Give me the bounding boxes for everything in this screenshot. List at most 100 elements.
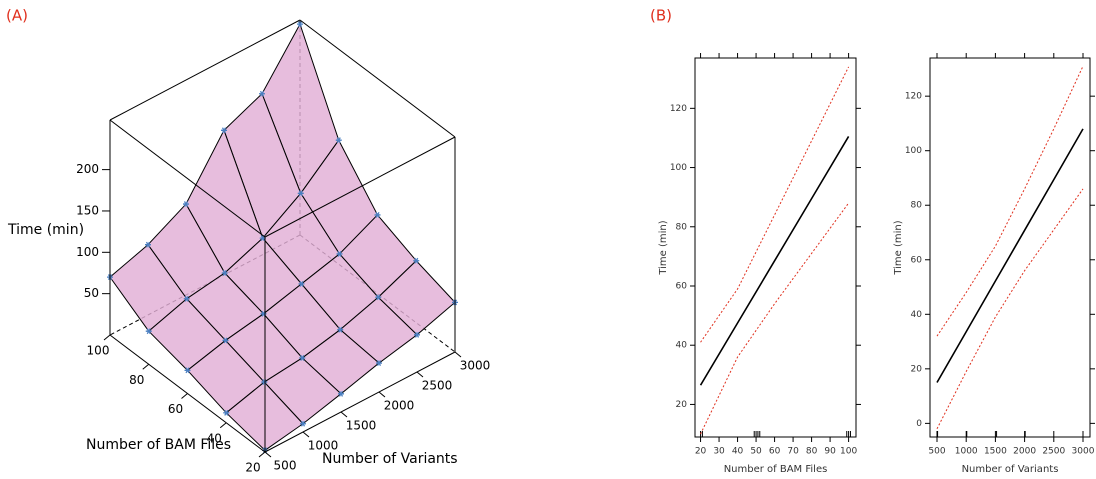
point-marker (259, 90, 265, 97)
y-tick-label: 80 (676, 222, 688, 232)
y-tick-label: 0 (916, 419, 922, 429)
y-tick-label: 100 (670, 163, 687, 173)
x-tick-label: 20 (245, 461, 260, 475)
x-tick-label: 2500 (1042, 447, 1065, 457)
x-tick-label: 3000 (1072, 447, 1095, 457)
y-tick (416, 371, 424, 378)
box-edge (299, 19, 456, 138)
y-axis-label: Time (min) (658, 220, 669, 275)
y-tick-label: 500 (274, 459, 297, 473)
y-tick (302, 431, 310, 438)
point-marker (414, 331, 420, 338)
z-tick-label: 150 (76, 203, 99, 217)
point-marker (374, 212, 381, 218)
point-marker (297, 190, 304, 197)
y-tick (264, 451, 272, 458)
panel-label: (A) (6, 7, 28, 25)
box-edge (264, 136, 456, 238)
z-tick-label: 50 (84, 286, 99, 300)
x-tick-label: 80 (129, 373, 144, 387)
y-tick-label: 60 (676, 281, 688, 291)
x-tick-label: 60 (769, 447, 781, 457)
y-tick (340, 411, 348, 418)
x-tick (103, 334, 111, 341)
x-tick-label: 70 (787, 447, 799, 457)
series-line (936, 188, 1084, 430)
y-axis-label: Number of Variants (322, 451, 458, 467)
x-tick-label: 2000 (1013, 447, 1036, 457)
point-marker (222, 337, 229, 344)
x-axis-label: Number of BAM Files (86, 437, 231, 453)
y-tick (378, 391, 386, 398)
point-marker (300, 420, 306, 427)
y-tick-label: 20 (676, 400, 688, 410)
series-line (700, 202, 850, 435)
point-marker (183, 295, 190, 302)
x-tick-label: 30 (713, 447, 725, 457)
x-tick-label: 40 (207, 431, 222, 445)
x-tick-label: 60 (168, 402, 183, 416)
y-tick-label: 100 (905, 146, 922, 156)
y-tick-label: 1000 (308, 439, 339, 453)
y-tick-label: 20 (911, 364, 923, 374)
y-tick-label: 120 (670, 104, 687, 114)
y-tick-label: 80 (911, 201, 923, 211)
z-tick-label: 100 (76, 245, 99, 259)
series-line (936, 128, 1084, 383)
box-edge (264, 351, 456, 453)
x-axis-label: Number of BAM Files (724, 464, 828, 475)
series-line (699, 136, 850, 386)
y-tick-label: 2000 (384, 399, 415, 413)
point-marker (299, 355, 306, 361)
point-marker (221, 127, 227, 134)
point-marker (376, 360, 382, 366)
x-tick-label: 1000 (955, 447, 978, 457)
y-tick-label: 2500 (422, 379, 453, 393)
panel-label: (B) (650, 7, 672, 25)
point-marker (298, 280, 305, 287)
plot-frame (694, 57, 857, 438)
x-tick (219, 422, 227, 429)
x-tick (181, 393, 188, 399)
x-tick (142, 363, 150, 370)
y-tick-label: 120 (905, 92, 922, 102)
x-tick-label: 50 (750, 447, 762, 457)
box-edge (109, 119, 266, 238)
y-tick-label: 60 (911, 255, 923, 265)
point-marker (338, 390, 344, 397)
x-tick-label: 500 (928, 447, 945, 457)
y-axis-label: Time (min) (893, 220, 904, 275)
x-tick-label: 80 (806, 447, 818, 457)
point-marker (184, 367, 191, 374)
point-marker (145, 241, 151, 248)
x-tick-label: 100 (87, 344, 110, 358)
x-tick-label: 20 (695, 447, 707, 457)
y-tick-label: 1500 (346, 419, 377, 433)
z-tick-label: 200 (76, 162, 99, 176)
y-tick-label: 40 (676, 341, 688, 351)
point-marker (221, 270, 228, 276)
point-marker (223, 409, 230, 416)
x-axis-label: Number of Variants (962, 464, 1059, 475)
y-tick-label: 3000 (460, 359, 491, 373)
x-tick (258, 451, 266, 458)
point-marker (145, 328, 152, 335)
point-marker (183, 201, 189, 207)
x-tick-label: 90 (824, 447, 836, 457)
x-tick-label: 100 (840, 447, 857, 457)
point-marker (336, 251, 343, 257)
y-tick-label: 40 (911, 310, 923, 320)
point-marker (297, 21, 303, 28)
point-marker (413, 257, 420, 264)
x-tick-label: 1500 (984, 447, 1007, 457)
box-edge (299, 234, 456, 353)
y-tick (454, 351, 462, 358)
plot-frame (929, 57, 1091, 438)
box-edge (109, 19, 301, 121)
point-marker (335, 137, 342, 144)
series-line (700, 66, 850, 343)
point-marker (337, 326, 344, 333)
point-marker (375, 294, 382, 301)
